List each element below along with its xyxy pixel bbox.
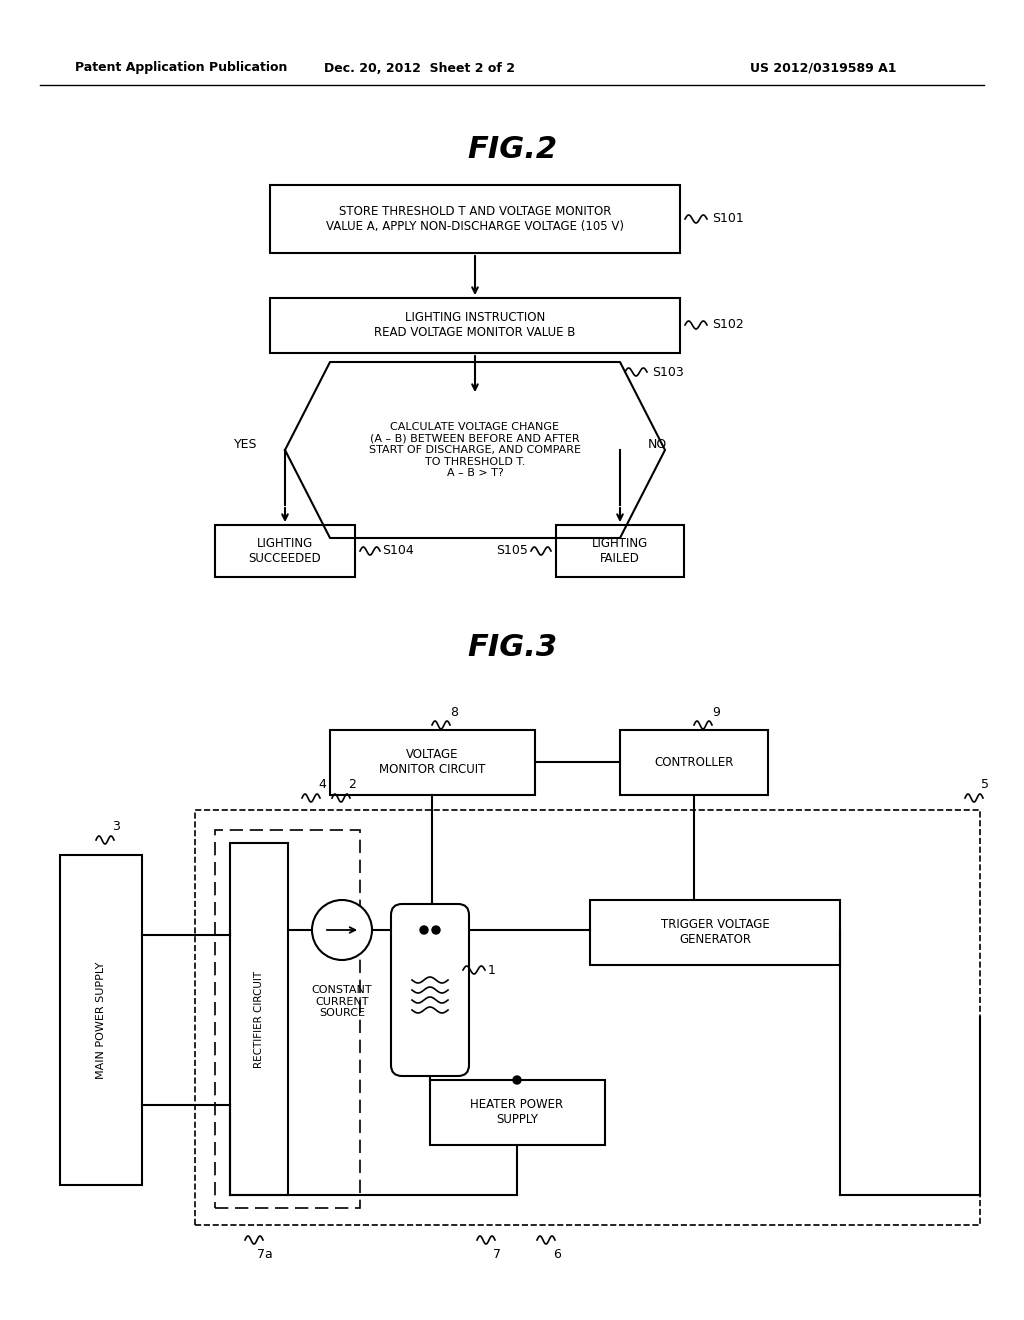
Text: Dec. 20, 2012  Sheet 2 of 2: Dec. 20, 2012 Sheet 2 of 2 (325, 62, 515, 74)
Text: 6: 6 (553, 1249, 561, 1262)
Text: NO: NO (648, 438, 668, 451)
Text: 9: 9 (712, 705, 720, 718)
Text: 8: 8 (450, 705, 458, 718)
Text: US 2012/0319589 A1: US 2012/0319589 A1 (750, 62, 896, 74)
Polygon shape (285, 362, 665, 539)
Text: LIGHTING
FAILED: LIGHTING FAILED (592, 537, 648, 565)
Circle shape (513, 1076, 521, 1084)
Text: CONTROLLER: CONTROLLER (654, 755, 733, 768)
Text: MAIN POWER SUPPLY: MAIN POWER SUPPLY (96, 961, 106, 1078)
Bar (270, 185, 680, 253)
Text: 2: 2 (348, 779, 356, 792)
Text: CALCULATE VOLTAGE CHANGE
(A – B) BETWEEN BEFORE AND AFTER
START OF DISCHARGE, AN: CALCULATE VOLTAGE CHANGE (A – B) BETWEEN… (369, 422, 581, 478)
Text: Patent Application Publication: Patent Application Publication (75, 62, 288, 74)
Bar (195, 810, 980, 1225)
Text: STORE THRESHOLD T AND VOLTAGE MONITOR
VALUE A, APPLY NON-DISCHARGE VOLTAGE (105 : STORE THRESHOLD T AND VOLTAGE MONITOR VA… (326, 205, 624, 234)
Bar (556, 525, 684, 577)
Text: S103: S103 (652, 366, 684, 379)
Text: FIG.3: FIG.3 (467, 634, 557, 663)
Text: S105: S105 (496, 544, 528, 557)
Text: 7a: 7a (257, 1249, 272, 1262)
Text: 7: 7 (493, 1249, 501, 1262)
Bar (330, 730, 535, 795)
Text: FIG.2: FIG.2 (467, 136, 557, 165)
Text: VOLTAGE
MONITOR CIRCUIT: VOLTAGE MONITOR CIRCUIT (379, 748, 485, 776)
Text: S101: S101 (712, 213, 743, 226)
Text: 1: 1 (488, 964, 496, 977)
Bar (60, 855, 142, 1185)
Text: LIGHTING
SUCCEEDED: LIGHTING SUCCEEDED (249, 537, 322, 565)
Bar (215, 525, 355, 577)
Text: RECTIFIER CIRCUIT: RECTIFIER CIRCUIT (254, 970, 264, 1068)
Circle shape (432, 927, 440, 935)
Text: LIGHTING INSTRUCTION
READ VOLTAGE MONITOR VALUE B: LIGHTING INSTRUCTION READ VOLTAGE MONITO… (375, 312, 575, 339)
Bar (270, 298, 680, 352)
Circle shape (420, 927, 428, 935)
Bar (620, 730, 768, 795)
Text: S102: S102 (712, 318, 743, 331)
Bar (230, 843, 288, 1195)
Text: CONSTANT
CURRENT
SOURCE: CONSTANT CURRENT SOURCE (311, 985, 373, 1018)
FancyBboxPatch shape (391, 904, 469, 1076)
Bar (590, 900, 840, 965)
Circle shape (312, 900, 372, 960)
Text: YES: YES (233, 438, 257, 451)
Bar (430, 1080, 605, 1144)
Text: 4: 4 (318, 779, 326, 792)
Text: S104: S104 (382, 544, 414, 557)
Text: HEATER POWER
SUPPLY: HEATER POWER SUPPLY (470, 1098, 563, 1126)
Text: TRIGGER VOLTAGE
GENERATOR: TRIGGER VOLTAGE GENERATOR (660, 917, 769, 946)
Bar (215, 830, 360, 1208)
Text: 3: 3 (112, 821, 120, 833)
Text: 5: 5 (981, 779, 989, 792)
